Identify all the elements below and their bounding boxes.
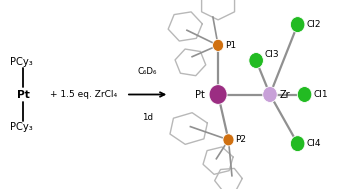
Text: PCy₃: PCy₃	[10, 57, 33, 67]
Ellipse shape	[291, 17, 305, 33]
Text: Cl2: Cl2	[306, 20, 321, 29]
Ellipse shape	[213, 39, 223, 51]
Text: P2: P2	[235, 135, 246, 144]
Ellipse shape	[209, 85, 227, 104]
Text: Pt: Pt	[17, 90, 30, 99]
Text: Pt: Pt	[195, 90, 205, 99]
Ellipse shape	[297, 87, 312, 102]
Text: + 1.5 eq. ZrCl₄: + 1.5 eq. ZrCl₄	[50, 90, 118, 99]
Ellipse shape	[263, 87, 277, 102]
Text: Cl4: Cl4	[306, 139, 321, 148]
Text: P1: P1	[225, 41, 236, 50]
Ellipse shape	[223, 134, 234, 146]
Text: Cl1: Cl1	[313, 90, 328, 99]
Text: Zr: Zr	[280, 90, 290, 99]
Ellipse shape	[249, 53, 263, 68]
Text: C₆D₆: C₆D₆	[138, 67, 157, 76]
Ellipse shape	[291, 136, 305, 152]
Text: Cl3: Cl3	[265, 50, 280, 59]
Text: PCy₃: PCy₃	[10, 122, 33, 132]
Text: 1d: 1d	[142, 113, 153, 122]
